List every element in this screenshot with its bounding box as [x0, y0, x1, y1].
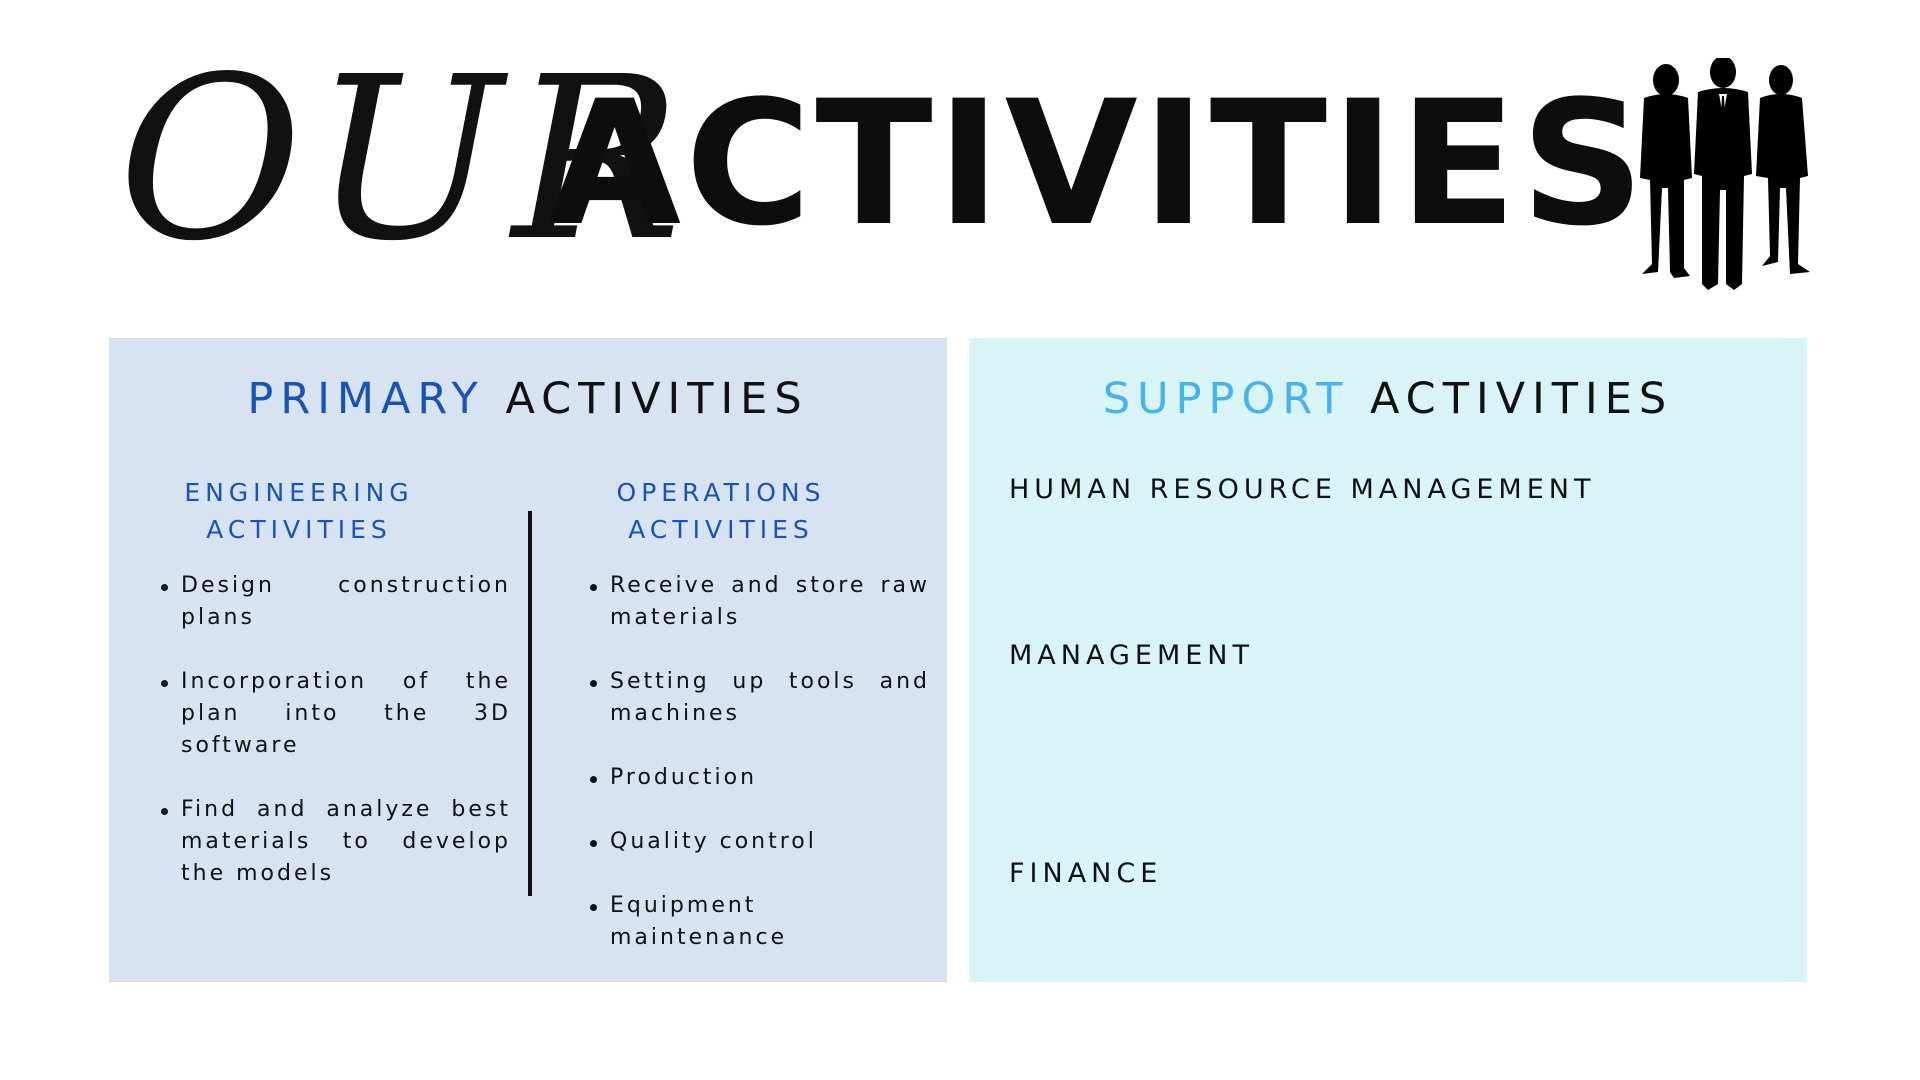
support-item-management: MANAGEMENT	[1009, 640, 1254, 671]
operations-heading-line1: OPERATIONS	[616, 478, 826, 507]
support-heading-rest: ACTIVITIES	[1370, 374, 1674, 424]
column-divider	[528, 511, 532, 896]
list-item: Receive and store raw materials	[588, 570, 930, 634]
business-people-silhouette-icon	[1640, 58, 1810, 290]
list-item: Find and analyze best materials to devel…	[159, 794, 511, 890]
list-item: Incorporation of the plan into the 3D so…	[159, 666, 511, 762]
list-item: Setting up tools and machines	[588, 666, 930, 730]
support-heading-highlight: SUPPORT	[1102, 374, 1350, 424]
list-item: Design construction plans	[159, 570, 511, 634]
list-item: Production	[588, 762, 930, 794]
primary-activities-heading: PRIMARY ACTIVITIES	[109, 374, 947, 424]
primary-heading-rest: ACTIVITIES	[505, 374, 809, 424]
engineering-activities-list: Design construction plans Incorporation …	[159, 570, 511, 922]
list-item: Equipment maintenance	[588, 890, 930, 954]
title-script-word: OUR	[118, 29, 692, 291]
engineering-activities-heading: ENGINEERING ACTIVITIES	[149, 474, 449, 548]
engineering-heading-line1: ENGINEERING	[184, 478, 414, 507]
support-item-finance: FINANCE	[1009, 858, 1163, 889]
support-activities-panel: SUPPORT ACTIVITIES HUMAN RESOURCE MANAGE…	[969, 338, 1807, 982]
support-activities-heading: SUPPORT ACTIVITIES	[969, 374, 1807, 424]
operations-activities-heading: OPERATIONS ACTIVITIES	[571, 474, 871, 548]
title-bold-word: ACTIVITIES	[548, 63, 1649, 264]
operations-activities-list: Receive and store raw materials Setting …	[588, 570, 930, 986]
list-item: Quality control	[588, 826, 930, 858]
support-item-human-resource-management: HUMAN RESOURCE MANAGEMENT	[1009, 474, 1596, 505]
engineering-heading-line2: ACTIVITIES	[206, 515, 392, 544]
primary-heading-highlight: PRIMARY	[247, 374, 485, 424]
operations-heading-line2: ACTIVITIES	[628, 515, 814, 544]
primary-activities-panel: PRIMARY ACTIVITIES ENGINEERING ACTIVITIE…	[109, 338, 947, 982]
